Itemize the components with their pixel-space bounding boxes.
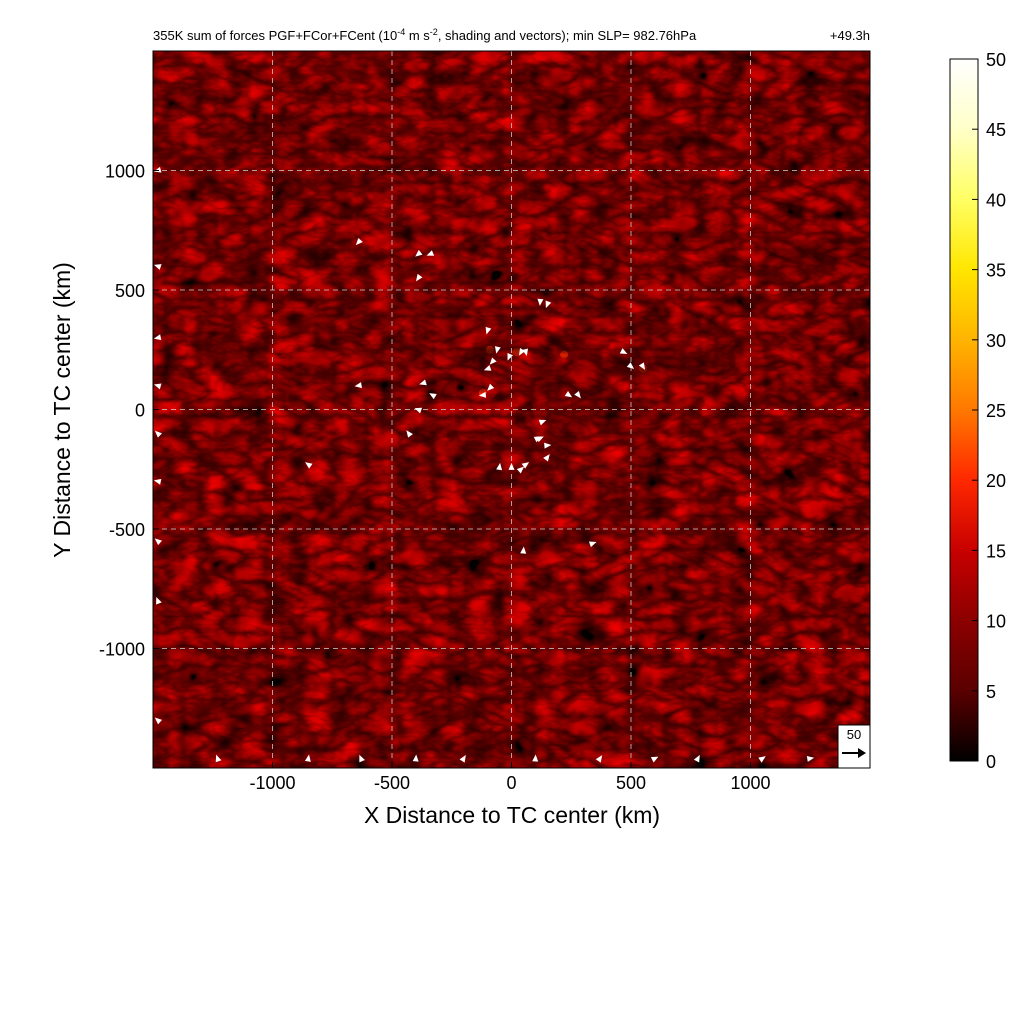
vector-arrow xyxy=(215,754,222,763)
vector-arrow xyxy=(544,442,552,449)
vector-arrow xyxy=(758,756,766,763)
colorbar-tick-label: 40 xyxy=(986,190,1006,210)
reference-arrow-head xyxy=(858,748,866,758)
vector-arrow xyxy=(359,754,365,763)
vector-arrow xyxy=(153,383,162,390)
colorbar-tick-label: 45 xyxy=(986,120,1006,140)
vector-arrow xyxy=(533,436,542,443)
x-axis-ticks: -1000 -500 0 500 1000 xyxy=(249,762,771,793)
x-axis-label: X Distance to TC center (km) xyxy=(364,802,660,828)
vector-arrow xyxy=(538,419,547,426)
x-tick-label: -1000 xyxy=(249,773,295,793)
x-tick-label: 500 xyxy=(616,773,646,793)
plot-area xyxy=(153,51,870,768)
vector-arrow xyxy=(426,250,435,256)
grid-lines xyxy=(153,51,870,768)
vector-arrow xyxy=(153,166,162,173)
vector-arrow xyxy=(304,754,311,762)
colorbar-ticks: 0 5 10 15 20 25 30 35 40 45 50 xyxy=(972,50,1006,772)
vector-arrow xyxy=(156,596,162,605)
vector-arrow xyxy=(478,391,487,398)
vector-arrow xyxy=(305,462,313,469)
vector-arrow xyxy=(485,326,492,335)
x-tick-label: 0 xyxy=(506,773,516,793)
y-tick-label: -500 xyxy=(109,520,145,540)
vector-arrow xyxy=(429,393,437,400)
x-tick-label: 1000 xyxy=(730,773,770,793)
vector-arrow xyxy=(154,430,163,438)
vector-arrow xyxy=(619,348,628,354)
reference-vector: 50 xyxy=(837,724,871,769)
y-axis-label: Y Distance to TC center (km) xyxy=(49,262,75,558)
vector-arrow xyxy=(153,478,162,485)
vector-arrow xyxy=(355,237,363,246)
reference-vector-label: 50 xyxy=(847,727,861,742)
vector-arrow xyxy=(650,756,659,763)
chart-title: 355K sum of forces PGF+FCor+FCent (10-4 … xyxy=(153,27,697,43)
vector-arrow xyxy=(693,754,700,763)
vector-arrow xyxy=(574,390,581,399)
vector-arrow xyxy=(414,407,423,414)
x-tick-label: -500 xyxy=(374,773,410,793)
vector-arrow xyxy=(595,755,603,763)
colorbar-tick-label: 25 xyxy=(986,401,1006,421)
vector-arrow xyxy=(354,382,362,389)
colorbar: 0 5 10 15 20 25 30 35 40 45 50 xyxy=(949,50,1006,772)
vector-arrow xyxy=(406,430,413,438)
vector-arrow xyxy=(415,273,423,282)
vector-arrow xyxy=(487,383,495,391)
vector-arrow xyxy=(153,264,162,270)
vector-arrow xyxy=(532,754,539,762)
vector-arrow xyxy=(412,754,419,762)
y-axis-ticks: -1000 -500 0 500 1000 xyxy=(99,162,159,660)
y-tick-label: -1000 xyxy=(99,640,145,660)
vector-arrow xyxy=(519,348,526,356)
vector-arrow xyxy=(154,717,163,725)
colorbar-tick-label: 15 xyxy=(986,541,1006,561)
y-tick-label: 0 xyxy=(135,401,145,421)
vector-arrow xyxy=(483,365,492,371)
vector-arrow xyxy=(588,541,597,548)
vector-arrow xyxy=(537,298,544,306)
vector-arrow xyxy=(806,755,815,762)
colorbar-tick-label: 30 xyxy=(986,331,1006,351)
vector-arrow xyxy=(638,362,646,370)
vector-arrow xyxy=(459,755,466,763)
vector-arrow xyxy=(154,538,163,546)
vector-arrow xyxy=(489,357,497,365)
colorbar-tick-label: 50 xyxy=(986,50,1006,70)
colorbar-tick-label: 0 xyxy=(986,752,996,772)
vector-arrow xyxy=(516,466,525,474)
vector-arrow xyxy=(508,462,515,470)
colorbar-tick-label: 20 xyxy=(986,471,1006,491)
colorbar-tick-label: 10 xyxy=(986,612,1006,632)
vector-arrow xyxy=(494,346,501,354)
colorbar-tick-label: 35 xyxy=(986,261,1006,281)
vector-arrow xyxy=(415,249,423,257)
force-vectors xyxy=(153,166,815,763)
vector-arrow xyxy=(543,454,550,462)
vector-arrow xyxy=(520,546,527,554)
vector-arrow xyxy=(564,390,573,398)
vector-arrow xyxy=(496,462,503,471)
y-tick-label: 1000 xyxy=(105,162,145,182)
vector-arrow xyxy=(522,348,529,357)
vector-arrow xyxy=(521,462,530,469)
vector-arrow xyxy=(545,300,552,309)
forecast-time: +49.3h xyxy=(830,28,870,43)
vector-arrow xyxy=(419,379,427,386)
y-tick-label: 500 xyxy=(115,281,145,301)
vector-arrow xyxy=(507,352,514,361)
vector-arrow xyxy=(626,362,635,370)
vector-arrow xyxy=(153,334,162,341)
reference-vector-box xyxy=(837,724,871,769)
heatmap-streaks xyxy=(153,51,870,768)
colorbar-tick-label: 5 xyxy=(986,682,996,702)
